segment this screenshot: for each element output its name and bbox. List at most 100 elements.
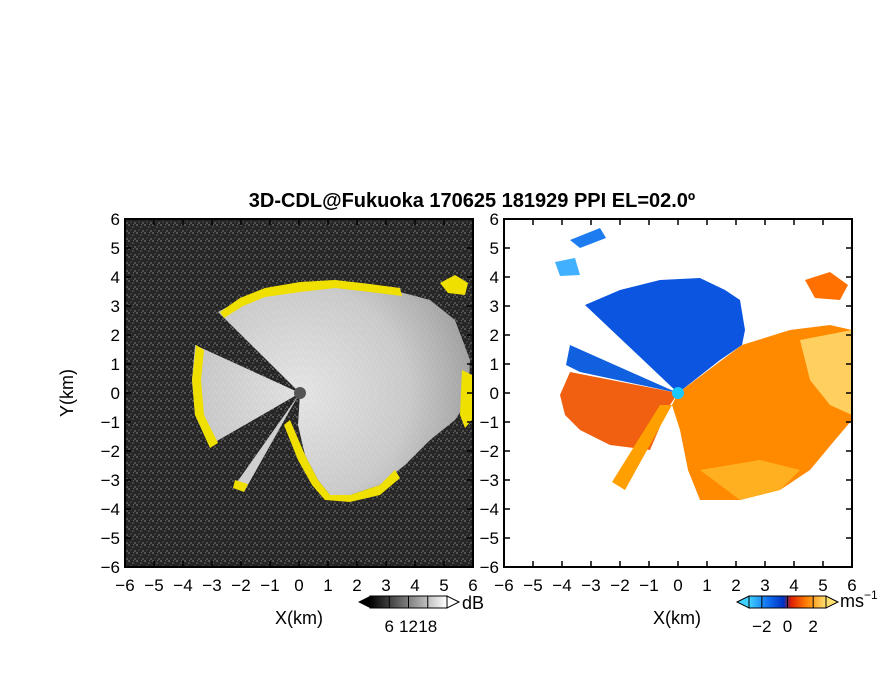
velocity-echo-blue-west [566,345,678,393]
colorbar-tick-label: 0 [783,617,792,636]
reflectivity-colorbar-ticks: 6 12 18 [385,596,437,636]
x-tick-label: 1 [323,576,332,595]
y-tick-label: 3 [490,297,499,316]
y-tick-label: 5 [111,239,120,258]
x-tick-label: 6 [468,576,477,595]
x-tick-label: −4 [173,576,192,595]
y-tick-label: 3 [111,297,120,316]
reflectivity-colorbar-left-arrow [358,596,370,608]
velocity-colorbar: ms−1 −2 0 2 [735,588,878,636]
y-tick-label: 0 [490,384,499,403]
x-tick-label: 1 [702,576,711,595]
reflectivity-colorbar: dB 6 12 18 [358,593,484,636]
x-tick-label: 2 [731,576,740,595]
reflectivity-ylabel: Y(km) [57,369,77,417]
radar-site-marker-right [672,387,684,399]
radar-site-marker-left [294,387,306,399]
colorbar-tick-label: 12 [399,617,418,636]
velocity-colorbar-left-arrow [735,595,750,609]
velocity-cluster-northwest [555,258,580,276]
y-tick-label: 1 [490,355,499,374]
y-tick-label: 6 [111,210,120,229]
y-tick-label: −1 [101,413,120,432]
x-tick-label: −4 [552,576,571,595]
velocity-cluster-northeast [805,272,848,300]
x-tick-label: 0 [673,576,682,595]
velocity-xlabel: X(km) [653,608,701,628]
reflectivity-colorbar-unit: dB [462,593,484,613]
reflectivity-colorbar-right-arrow [446,595,461,609]
x-tick-label: 3 [760,576,769,595]
reflectivity-echo-main [218,283,470,495]
x-tick-label: 0 [294,576,303,595]
y-tick-label: −4 [101,500,120,519]
y-tick-label: 1 [111,355,120,374]
velocity-panel: −6 −5 −4 −3 −2 −1 0 1 2 3 4 5 6 6 5 4 3 2 1 0 −1 −2 −3 −4 −5 −6 X… [480,210,857,628]
x-tick-label: −1 [639,576,658,595]
reflectivity-ticks: −6 −5 −4 −3 −2 −1 0 1 2 3 4 5 6 6 5 4 3 2 1 0 −1 −2 −3 −4 −5 −6 [101,210,478,595]
x-tick-label: −3 [202,576,221,595]
y-tick-label: −5 [101,529,120,548]
x-tick-label: 3 [381,576,390,595]
velocity-echo-yellow [800,330,852,415]
reflectivity-fringe-west [192,345,218,448]
reflectivity-fringe-tip [233,480,248,492]
x-tick-label: −2 [610,576,629,595]
reflectivity-xlabel: X(km) [275,608,323,628]
colorbar-tick-label: 6 [385,617,394,636]
x-tick-label: −1 [260,576,279,595]
x-tick-label: −6 [494,576,513,595]
x-tick-label: 4 [410,576,419,595]
velocity-echo-blue [585,278,745,393]
reflectivity-fringe-east [460,370,472,428]
x-tick-label: 4 [789,576,798,595]
x-tick-label: −3 [581,576,600,595]
reflectivity-fringe-south [284,420,400,502]
x-tick-label: −5 [144,576,163,595]
velocity-ticks: −6 −5 −4 −3 −2 −1 0 1 2 3 4 5 6 6 5 4 3 2 1 0 −1 −2 −3 −4 −5 −6 [480,210,857,595]
y-tick-label: −2 [101,442,120,461]
velocity-colorbar-unit: ms−1 [840,588,878,611]
y-tick-label: −3 [480,471,499,490]
velocity-colorbar-ticks: −2 0 2 [752,596,818,636]
y-tick-label: −4 [480,500,499,519]
y-tick-label: −3 [101,471,120,490]
y-tick-label: 6 [490,210,499,229]
y-tick-label: 0 [111,384,120,403]
y-tick-label: 4 [111,268,120,287]
reflectivity-fringe-northeast [440,275,468,295]
y-tick-label: 2 [111,326,120,345]
y-tick-label: 4 [490,268,499,287]
velocity-cluster-north [570,228,606,248]
x-tick-label: −2 [231,576,250,595]
y-tick-label: −6 [101,558,120,577]
velocity-field [555,228,852,500]
y-tick-label: −6 [480,558,499,577]
y-tick-label: −5 [480,529,499,548]
reflectivity-field [192,275,472,502]
colorbar-tick-label: 2 [808,617,817,636]
reflectivity-fringe-north [220,280,402,318]
velocity-echo-southeast [700,460,800,500]
velocity-colorbar-right-arrow [825,595,840,609]
x-tick-label: 2 [352,576,361,595]
y-tick-label: −1 [480,413,499,432]
chart-title: 3D-CDL@Fukuoka 170625 181929 PPI EL=02.0… [249,190,695,212]
reflectivity-echo-west [192,345,300,445]
velocity-echo-orange [672,325,852,500]
velocity-echo-southwest [612,405,672,490]
colorbar-tick-label: 18 [418,617,437,636]
x-tick-label: 5 [439,576,448,595]
x-tick-label: −6 [115,576,134,595]
x-tick-label: −5 [523,576,542,595]
y-tick-label: 2 [490,326,499,345]
x-tick-label: 5 [818,576,827,595]
y-tick-label: 5 [490,239,499,258]
reflectivity-echo-southwest [235,393,300,490]
x-tick-label: 6 [847,576,856,595]
y-tick-label: −2 [480,442,499,461]
velocity-colorbar-unit-base: ms [840,591,864,611]
reflectivity-panel: −6 −5 −4 −3 −2 −1 0 1 2 3 4 5 6 6 5 4 3 2 1 0 −1 −2 −3 −4 −5 −6 X… [57,210,478,628]
velocity-colorbar-unit-exponent: −1 [864,588,878,602]
